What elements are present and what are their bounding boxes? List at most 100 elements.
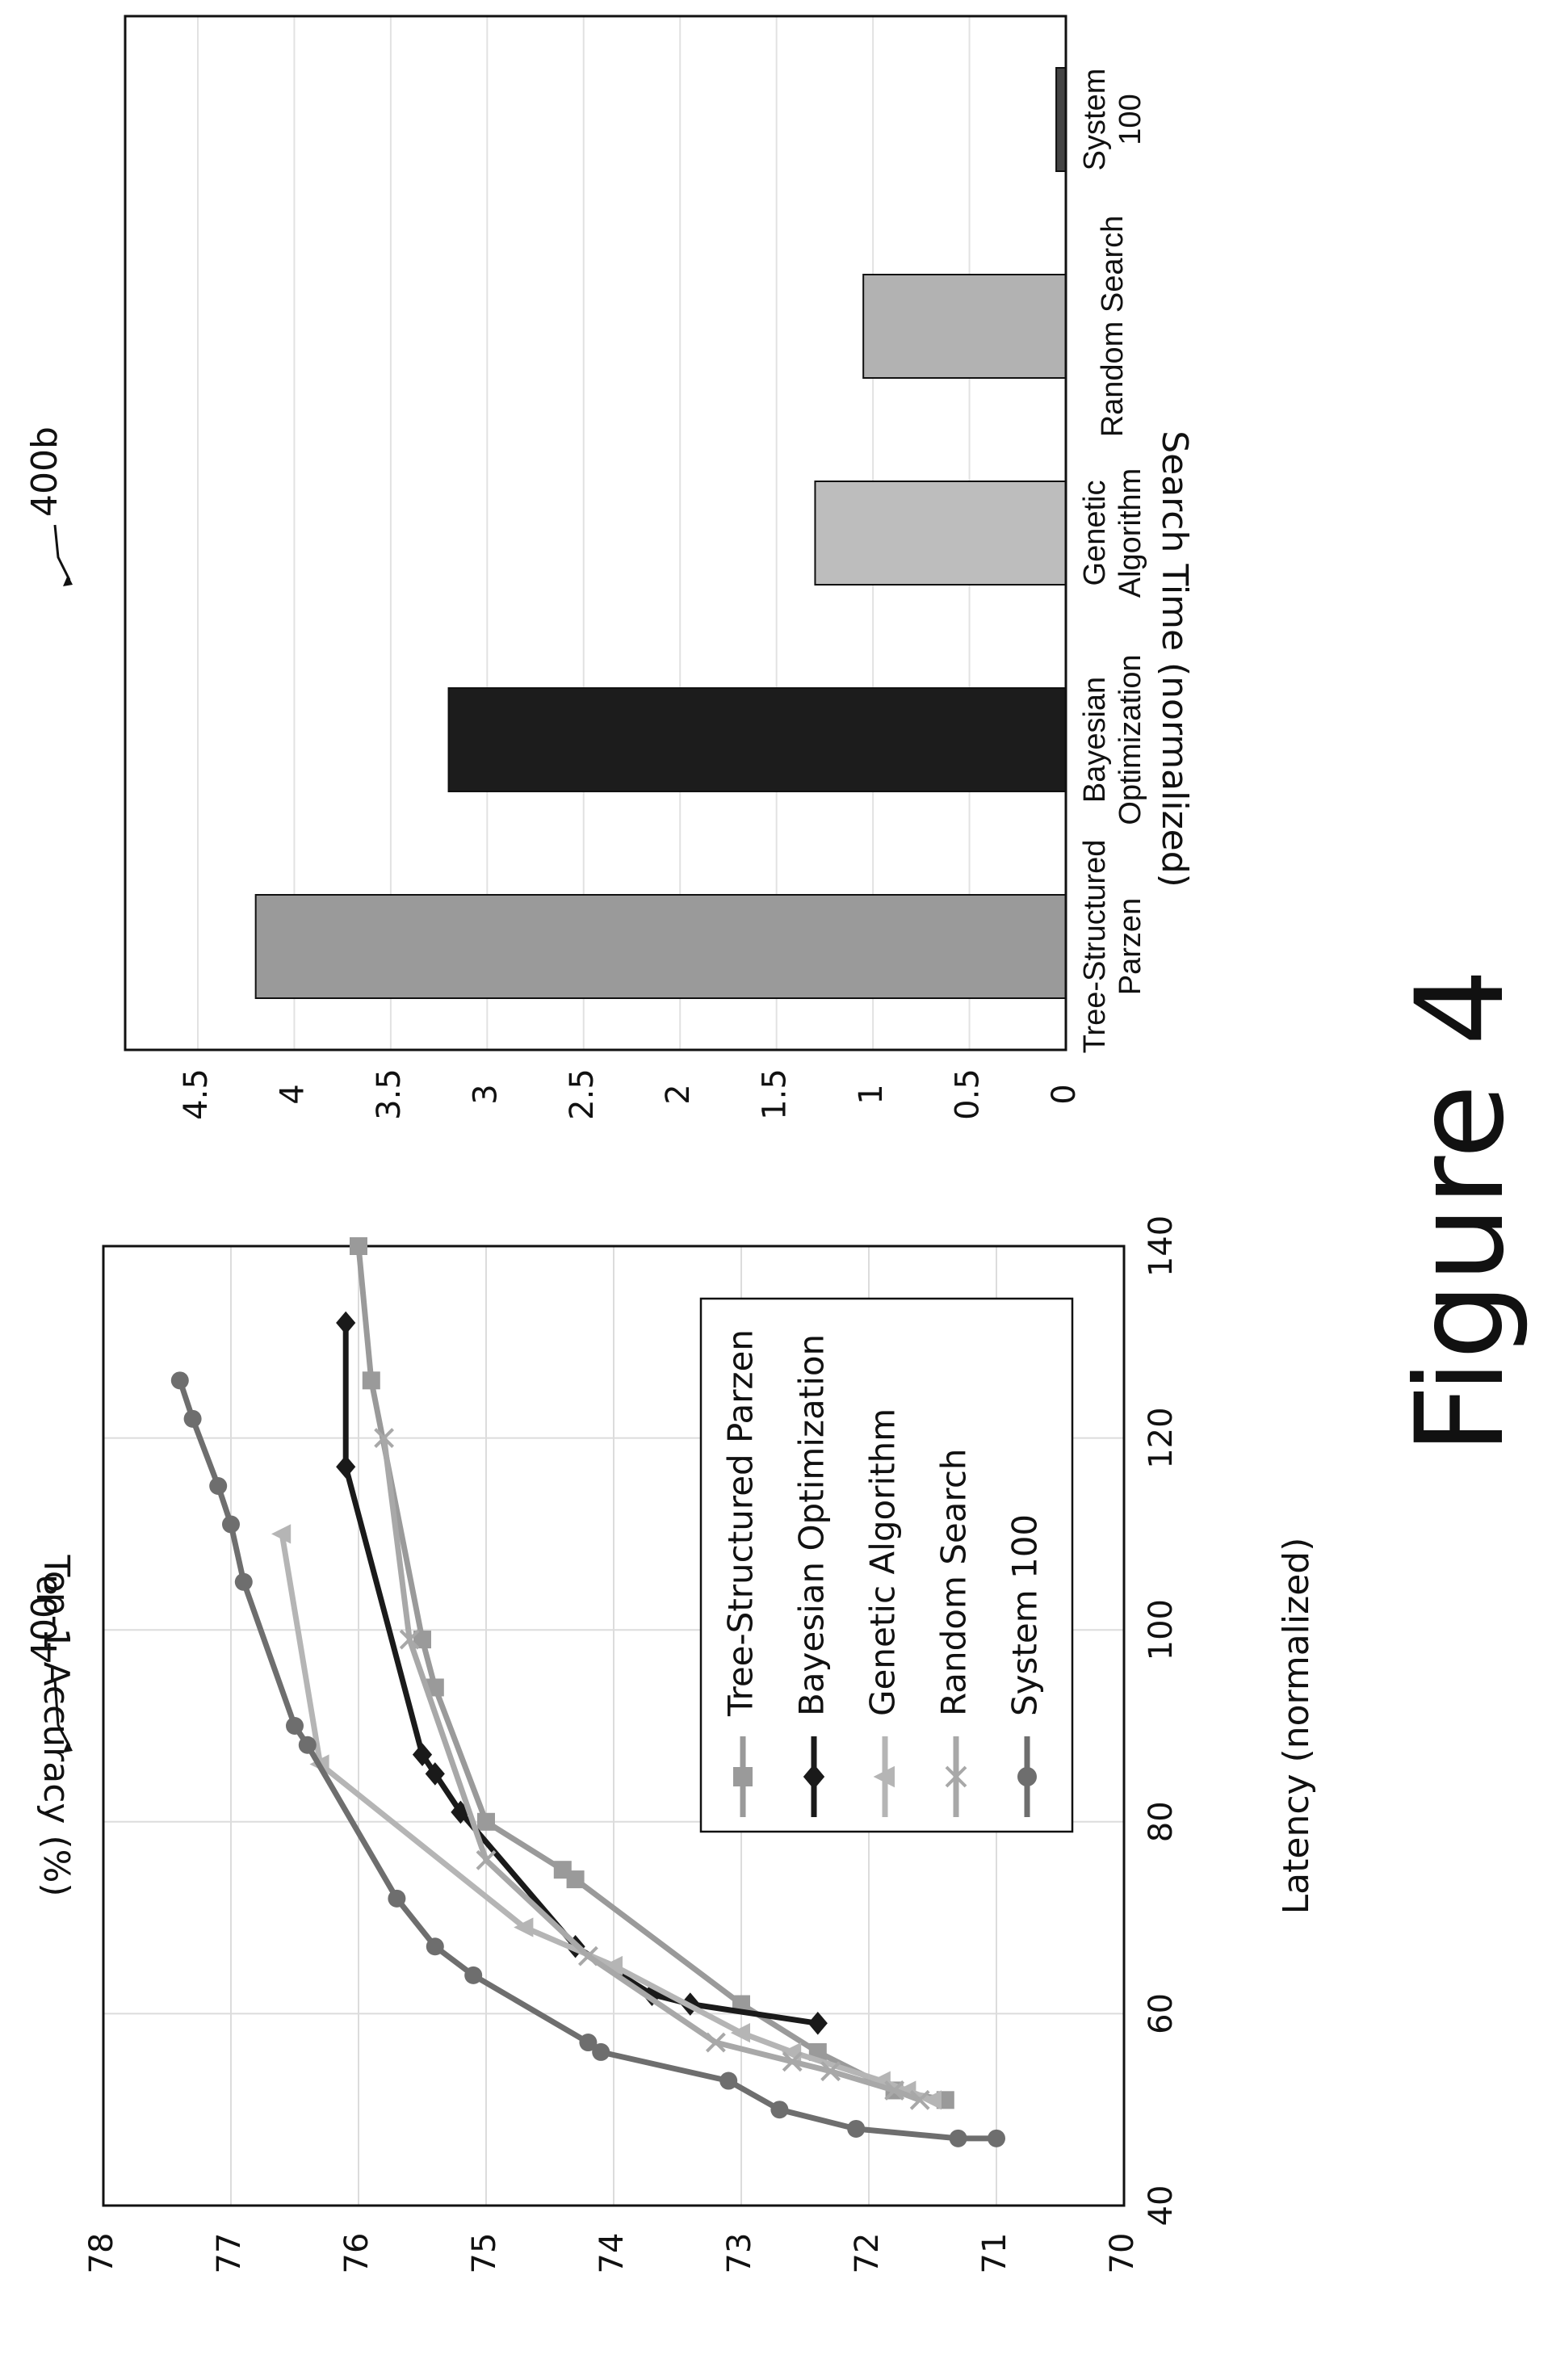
data-point [988, 2129, 1005, 2147]
data-point [884, 2080, 905, 2101]
chart-400a-x-axis-title: Latency (normalized) [1276, 1538, 1317, 1915]
chart-400a-legend: Tree-Structured Parzen Bayesian Optimizat… [699, 1297, 1074, 1833]
data-point [770, 2101, 789, 2119]
category-label: Random Search [1096, 216, 1130, 438]
data-point [592, 2042, 610, 2061]
ref-label-400a: 400a [24, 1574, 65, 1664]
data-point [388, 1889, 406, 1908]
data-point [234, 1572, 253, 1591]
data-point [730, 2023, 750, 2043]
y-tick-label: 4.5 [178, 1068, 215, 1120]
y-tick-label: 1.5 [757, 1068, 794, 1120]
data-point [782, 2051, 803, 2072]
legend-item: Random Search [934, 1448, 974, 1817]
bar [447, 687, 1067, 792]
y-tick-label: 76 [338, 2233, 375, 2274]
data-point [336, 1311, 356, 1335]
y-tick-label: 3 [467, 1084, 504, 1104]
series-random-search [374, 1428, 930, 2110]
ref-label-400b: 400b [24, 426, 65, 517]
y-tick-label: 0 [1046, 1084, 1083, 1104]
legend-item: Genetic Algorithm [863, 1408, 903, 1817]
data-point [374, 1428, 395, 1449]
ref-arrowhead-400b [63, 575, 73, 586]
category-label: Genetic Algorithm [1078, 468, 1147, 598]
data-point [945, 1765, 967, 1788]
data-point [464, 1966, 483, 1984]
category-label-line: Genetic [1078, 481, 1112, 586]
data-point [733, 1767, 753, 1786]
legend-label: Bayesian Optimization [792, 1334, 832, 1716]
data-point [921, 2090, 942, 2110]
bar [862, 274, 1067, 379]
ref-arrowhead-400a [63, 1741, 73, 1752]
chart-400a: 40 60 80 100 120 140 70 71 72 73 74 75 76 77 78 Laten… [24, 1215, 1317, 2274]
x-tick-label: 100 [1143, 1599, 1180, 1660]
category-label: Tree-Structured Parzen [1078, 840, 1147, 1054]
category-label-line: Optimization [1114, 654, 1147, 825]
data-point [577, 1946, 598, 1967]
data-point [807, 2011, 828, 2035]
data-point [222, 1515, 240, 1534]
legend-label: Genetic Algorithm [863, 1408, 903, 1716]
data-point [362, 1371, 380, 1390]
data-point [909, 2089, 930, 2110]
legend-item: System 100 [1005, 1514, 1045, 1817]
category-label: Bayesian Optimization [1078, 654, 1147, 825]
data-point [705, 2032, 726, 2053]
figure-label: Figure 4 [1390, 968, 1531, 1454]
bar [1055, 67, 1067, 172]
x-tick-label: 80 [1143, 1801, 1180, 1842]
y-tick-label: 71 [976, 2233, 1013, 2274]
y-tick-label: 73 [721, 2233, 758, 2274]
y-tick-label: 70 [1104, 2233, 1141, 2274]
category-label: System 100 [1078, 69, 1147, 171]
data-point [209, 1477, 228, 1495]
category-label-line: 100 [1114, 94, 1147, 145]
chart-400a-x-ticks: 40 60 80 100 120 140 [1143, 1215, 1180, 2227]
y-tick-label: 74 [593, 2233, 631, 2274]
data-point [847, 2119, 866, 2138]
data-point [350, 1237, 367, 1255]
category-label-line: Algorithm [1114, 468, 1147, 598]
data-point [514, 1917, 534, 1937]
category-label-line: Bayesian [1078, 677, 1112, 803]
y-tick-label: 4 [274, 1084, 311, 1104]
data-point [413, 1631, 431, 1649]
y-tick-label: 72 [849, 2233, 886, 2274]
data-point [719, 2071, 738, 2090]
y-tick-label: 2 [660, 1084, 697, 1104]
category-label-line: Parzen [1114, 898, 1147, 995]
y-tick-label: 78 [83, 2233, 120, 2274]
ref-arrow-400b [53, 524, 71, 581]
data-point [602, 1955, 623, 1976]
chart-400a-series [170, 1237, 1005, 2147]
chart-400b: 0 0.5 1 1.5 2 2.5 3 3.5 4 4.5 Tree-Structured Parz… [24, 15, 1195, 1120]
data-point [425, 1762, 445, 1786]
chart-400a-plot-frame [102, 1245, 1126, 2207]
data-point [820, 2061, 841, 2082]
data-point [298, 1736, 317, 1754]
data-point [873, 1765, 895, 1788]
data-point [579, 2034, 598, 2052]
data-point [412, 1743, 433, 1766]
y-tick-label: 0.5 [950, 1068, 987, 1120]
data-point [553, 1861, 572, 1879]
data-point [170, 1371, 189, 1390]
bar [254, 894, 1067, 999]
bar [814, 481, 1067, 586]
y-tick-label: 3.5 [371, 1068, 408, 1120]
data-point [1017, 1767, 1037, 1786]
series-system-100 [170, 1371, 1005, 2147]
x-tick-label: 40 [1143, 2185, 1180, 2227]
x-tick-label: 120 [1143, 1407, 1180, 1468]
y-tick-label: 75 [466, 2233, 503, 2274]
ref-arrow-400a [53, 1679, 71, 1747]
chart-400b-plot-frame [124, 15, 1067, 1051]
data-point [399, 1629, 420, 1650]
chart-400b-category-labels: Tree-Structured Parzen Bayesian Optimizatio… [1078, 69, 1147, 1054]
x-tick-label: 140 [1143, 1215, 1180, 1277]
chart-400b-bars [254, 67, 1067, 999]
chart-400a-y-ticks: 70 71 72 73 74 75 76 77 78 [83, 2233, 1141, 2274]
